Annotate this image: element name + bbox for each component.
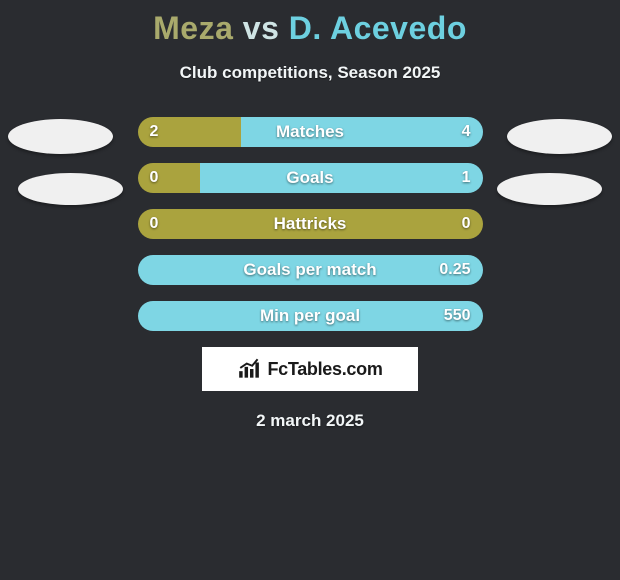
player1-name: Meza (153, 10, 233, 46)
comparison-widget: Meza vs D. Acevedo Club competitions, Se… (0, 0, 620, 431)
player2-name: D. Acevedo (289, 10, 467, 46)
bar-label: Hattricks (138, 209, 483, 239)
footer-date: 2 march 2025 (0, 411, 620, 431)
stat-row: Hattricks0 0 (138, 209, 483, 239)
bar-label: Min per goal (138, 301, 483, 331)
bar-value-right: 550 (444, 301, 471, 331)
stat-row: Matches2 4 (138, 117, 483, 147)
bar-value-left: 2 (150, 117, 159, 147)
bar-value-right: 0.25 (439, 255, 470, 285)
player2-portrait-2 (497, 173, 602, 205)
player1-portrait-2 (18, 173, 123, 205)
bar-label: Matches (138, 117, 483, 147)
stat-row: Min per goal550 (138, 301, 483, 331)
stat-row: Goals per match0.25 (138, 255, 483, 285)
player1-portrait-1 (8, 119, 113, 154)
bar-value-left: 0 (150, 209, 159, 239)
page-title: Meza vs D. Acevedo (0, 0, 620, 47)
chart-icon (237, 358, 263, 380)
subtitle: Club competitions, Season 2025 (0, 63, 620, 83)
watermark-text: FcTables.com (267, 359, 382, 380)
bar-value-right: 0 (462, 209, 471, 239)
player2-portrait-1 (507, 119, 612, 154)
bar-label: Goals (138, 163, 483, 193)
bar-label: Goals per match (138, 255, 483, 285)
vs-text: vs (243, 10, 280, 46)
bar-value-right: 4 (462, 117, 471, 147)
stat-row: Goals0 1 (138, 163, 483, 193)
watermark: FcTables.com (202, 347, 418, 391)
bar-value-right: 1 (462, 163, 471, 193)
bar-value-left: 0 (150, 163, 159, 193)
